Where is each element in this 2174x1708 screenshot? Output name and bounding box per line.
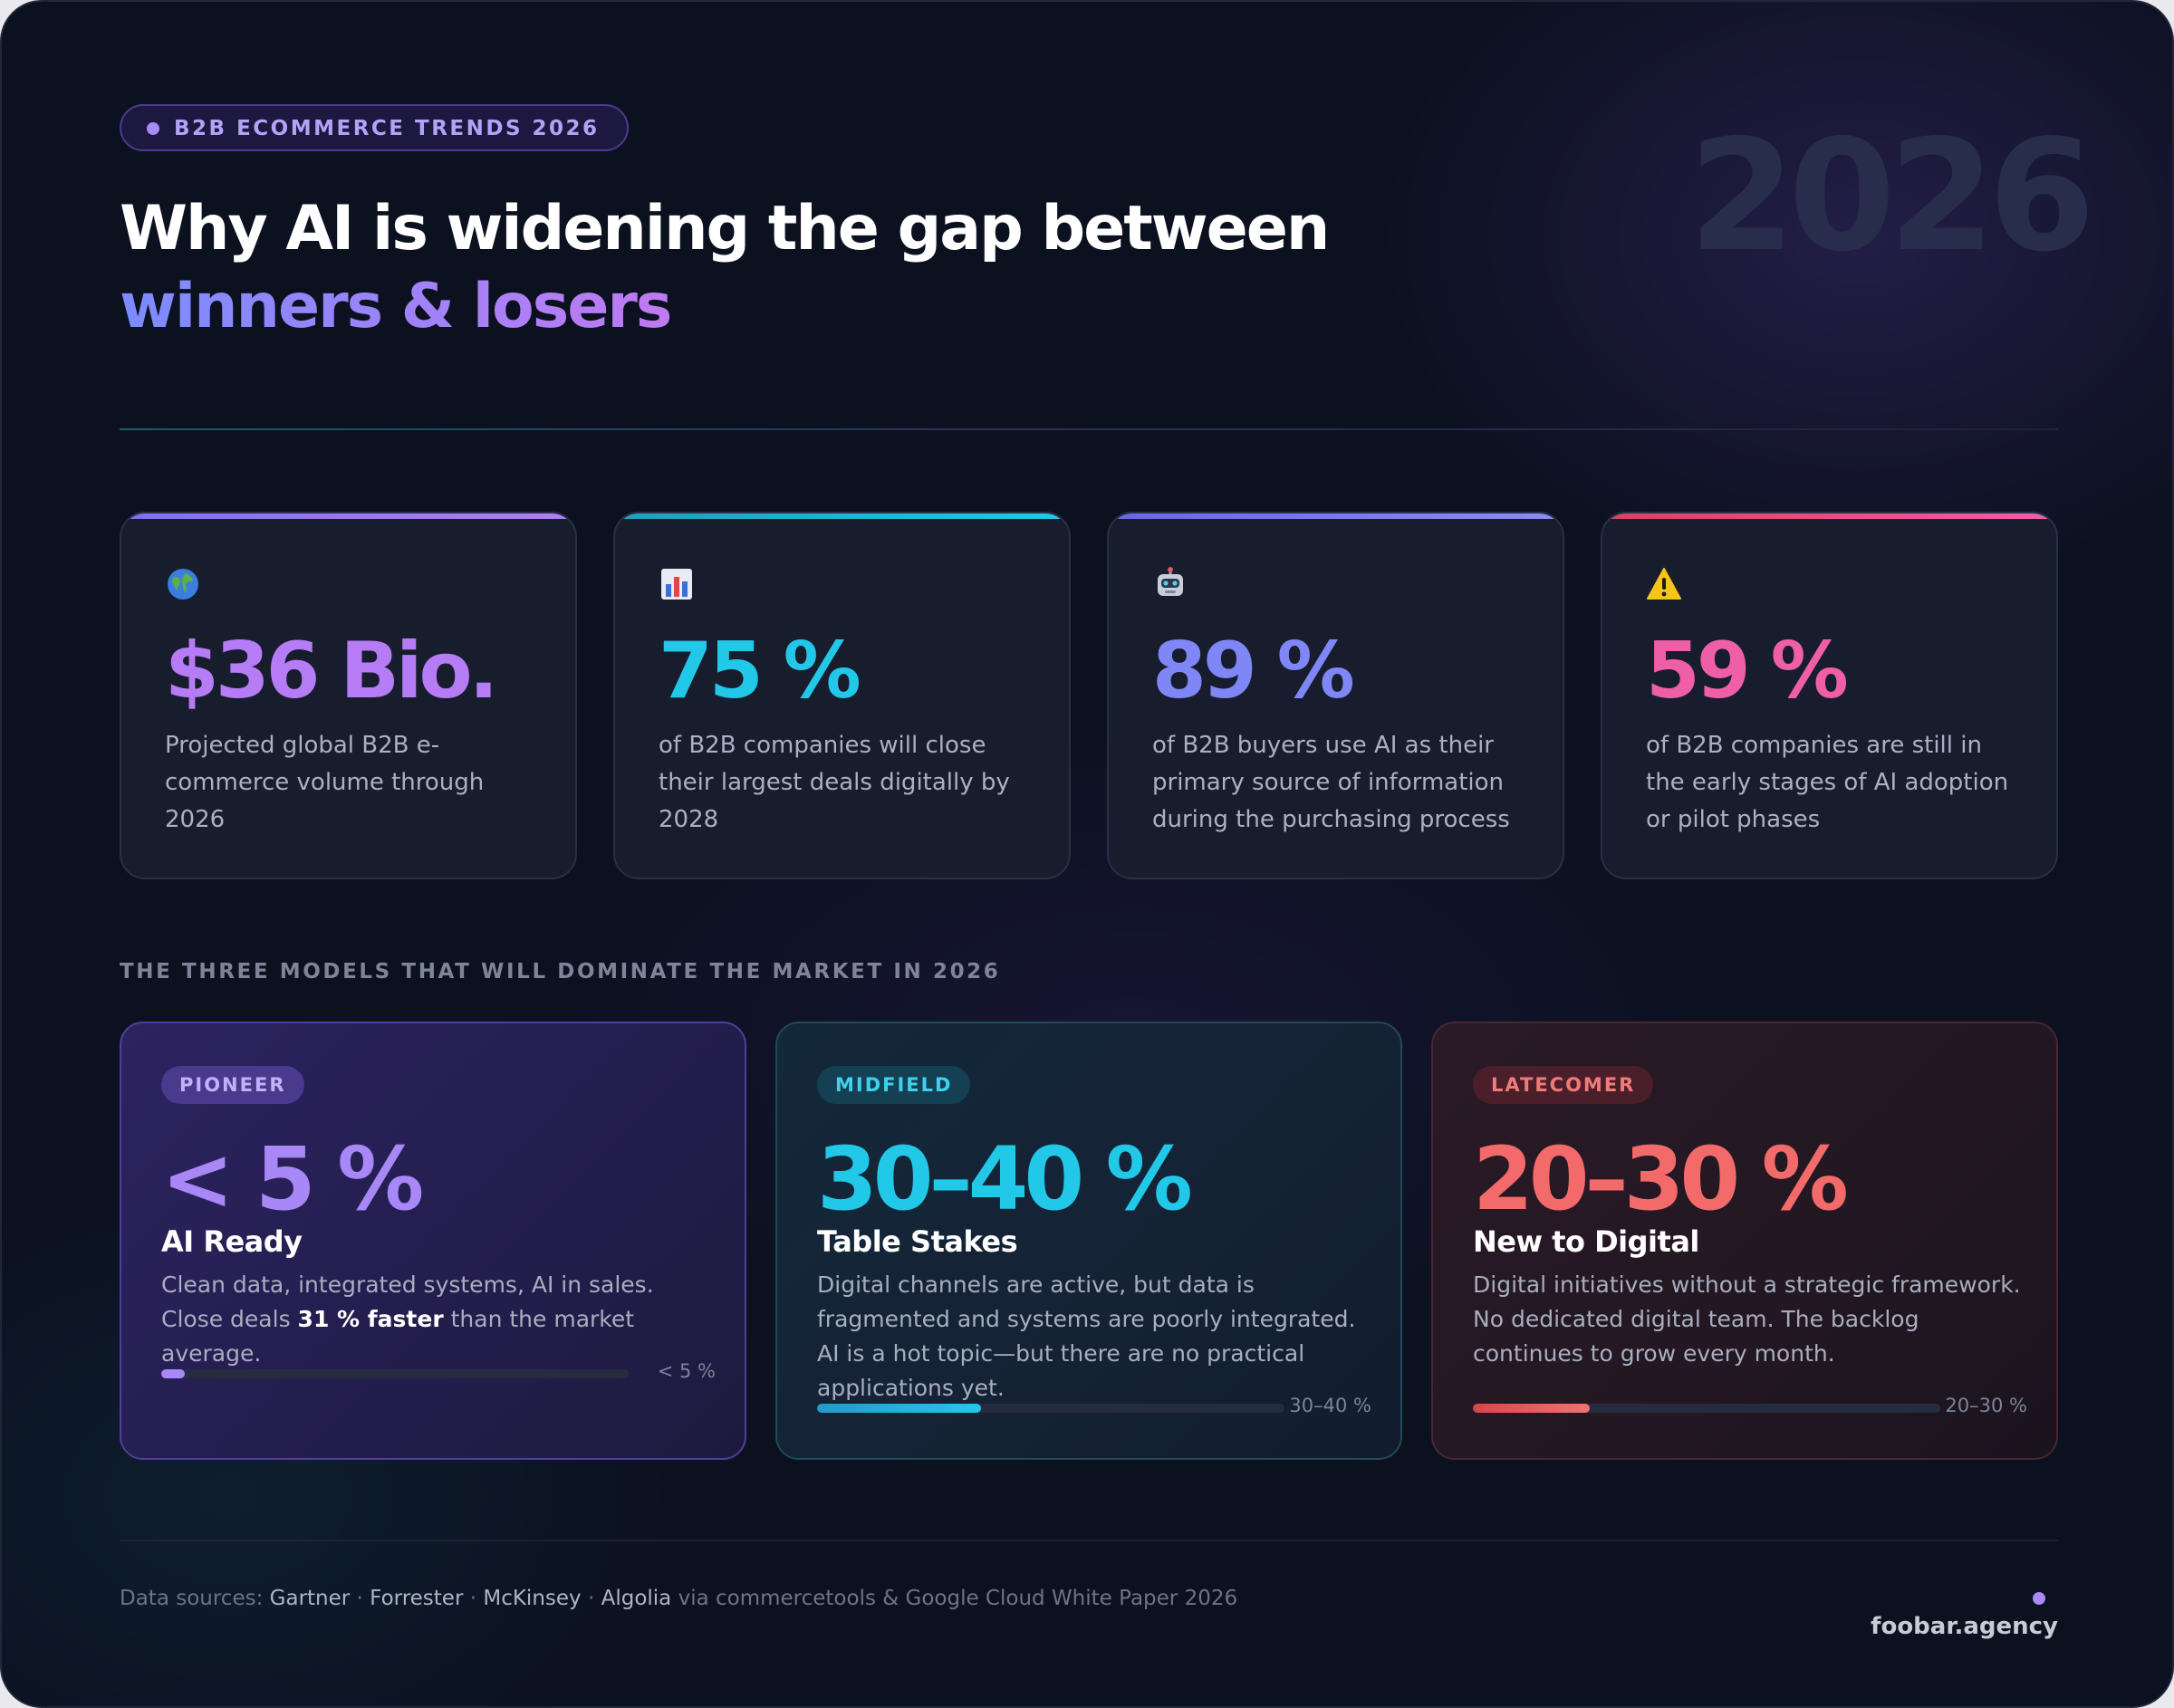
warning-icon bbox=[1647, 568, 1681, 600]
brand-link[interactable]: foobar.agency bbox=[1859, 1586, 2058, 1640]
badge-label: B2B ECOMMERCE TRENDS 2026 bbox=[174, 117, 600, 140]
badge-dot bbox=[147, 122, 159, 135]
progress-label: 30–40 % bbox=[1289, 1395, 1371, 1416]
model-card-midfield: MIDFIELD 30–40 % Table Stakes Digital ch… bbox=[775, 1022, 1402, 1460]
topic-badge: B2B ECOMMERCE TRENDS 2026 bbox=[120, 104, 629, 151]
model-card-latecomer: LATECOMER 20–30 % New to Digital Digital… bbox=[1431, 1022, 2058, 1460]
data-sources: Data sources: Gartner · Forrester · McKi… bbox=[120, 1587, 1238, 1610]
stat-accent-bar bbox=[121, 513, 575, 519]
stat-accent-bar bbox=[615, 513, 1069, 519]
stat-card-digital-deals: 75 % of B2B companies will close their l… bbox=[613, 512, 1071, 879]
stat-card-ai-buyers: 89 % of B2B buyers use AI as their prima… bbox=[1107, 512, 1564, 879]
stat-value: 59 % bbox=[1646, 626, 1849, 716]
model-tag: PIONEER bbox=[161, 1066, 304, 1104]
model-name: New to Digital bbox=[1473, 1224, 1699, 1259]
progress-fill bbox=[161, 1369, 185, 1378]
model-value: < 5 % bbox=[161, 1128, 424, 1230]
model-name: AI Ready bbox=[161, 1224, 303, 1259]
model-tag: LATECOMER bbox=[1473, 1066, 1654, 1104]
stat-value: 89 % bbox=[1152, 626, 1355, 716]
stat-value: $36 Bio. bbox=[165, 626, 498, 716]
year-watermark: 2026 bbox=[1688, 107, 2095, 286]
stat-value: 75 % bbox=[659, 626, 861, 716]
progress-track bbox=[1473, 1404, 1940, 1413]
header-divider bbox=[120, 428, 2058, 430]
brand-name: foobar.agency bbox=[1871, 1613, 2058, 1640]
stat-description: of B2B buyers use AI as their primary so… bbox=[1152, 732, 1510, 833]
stat-accent-bar bbox=[1602, 513, 2056, 519]
model-name: Table Stakes bbox=[817, 1224, 1018, 1259]
footer-divider bbox=[120, 1540, 2058, 1541]
stat-accent-bar bbox=[1109, 513, 1563, 519]
robot-icon bbox=[1158, 567, 1183, 596]
page-title-line2: winners & losers bbox=[120, 266, 672, 348]
model-tag: MIDFIELD bbox=[817, 1066, 971, 1104]
model-value: 20–30 % bbox=[1473, 1128, 1849, 1230]
model-description: Digital initiatives without a strategic … bbox=[1473, 1271, 2021, 1367]
progress-label: < 5 % bbox=[657, 1360, 716, 1382]
brand-dot-icon bbox=[2033, 1592, 2045, 1605]
progress-fill bbox=[1473, 1404, 1590, 1413]
stat-card-ai-adoption: 59 % of B2B companies are still in the e… bbox=[1601, 512, 2058, 879]
stat-description: Projected global B2B e-commerce volume t… bbox=[165, 732, 485, 833]
progress-track bbox=[817, 1404, 1284, 1413]
globe-icon bbox=[168, 569, 198, 600]
section-label: THE THREE MODELS THAT WILL DOMINATE THE … bbox=[120, 960, 1001, 984]
stat-card-volume: $36 Bio. Projected global B2B e-commerce… bbox=[120, 512, 577, 879]
page-title-line1: Why AI is widening the gap between bbox=[120, 193, 1330, 264]
bar-chart-icon bbox=[661, 569, 692, 600]
stat-description: of B2B companies will close their larges… bbox=[659, 732, 1010, 833]
model-card-pioneer: PIONEER < 5 % AI Ready Clean data, integ… bbox=[120, 1022, 746, 1460]
model-description: Digital channels are active, but data is… bbox=[817, 1271, 1356, 1401]
stat-description: of B2B companies are still in the early … bbox=[1646, 732, 2009, 833]
progress-label: 20–30 % bbox=[1945, 1395, 2027, 1416]
model-description: Clean data, integrated systems, AI in sa… bbox=[161, 1271, 654, 1367]
progress-track bbox=[161, 1369, 629, 1378]
progress-fill bbox=[817, 1404, 981, 1413]
model-value: 30–40 % bbox=[817, 1128, 1193, 1230]
